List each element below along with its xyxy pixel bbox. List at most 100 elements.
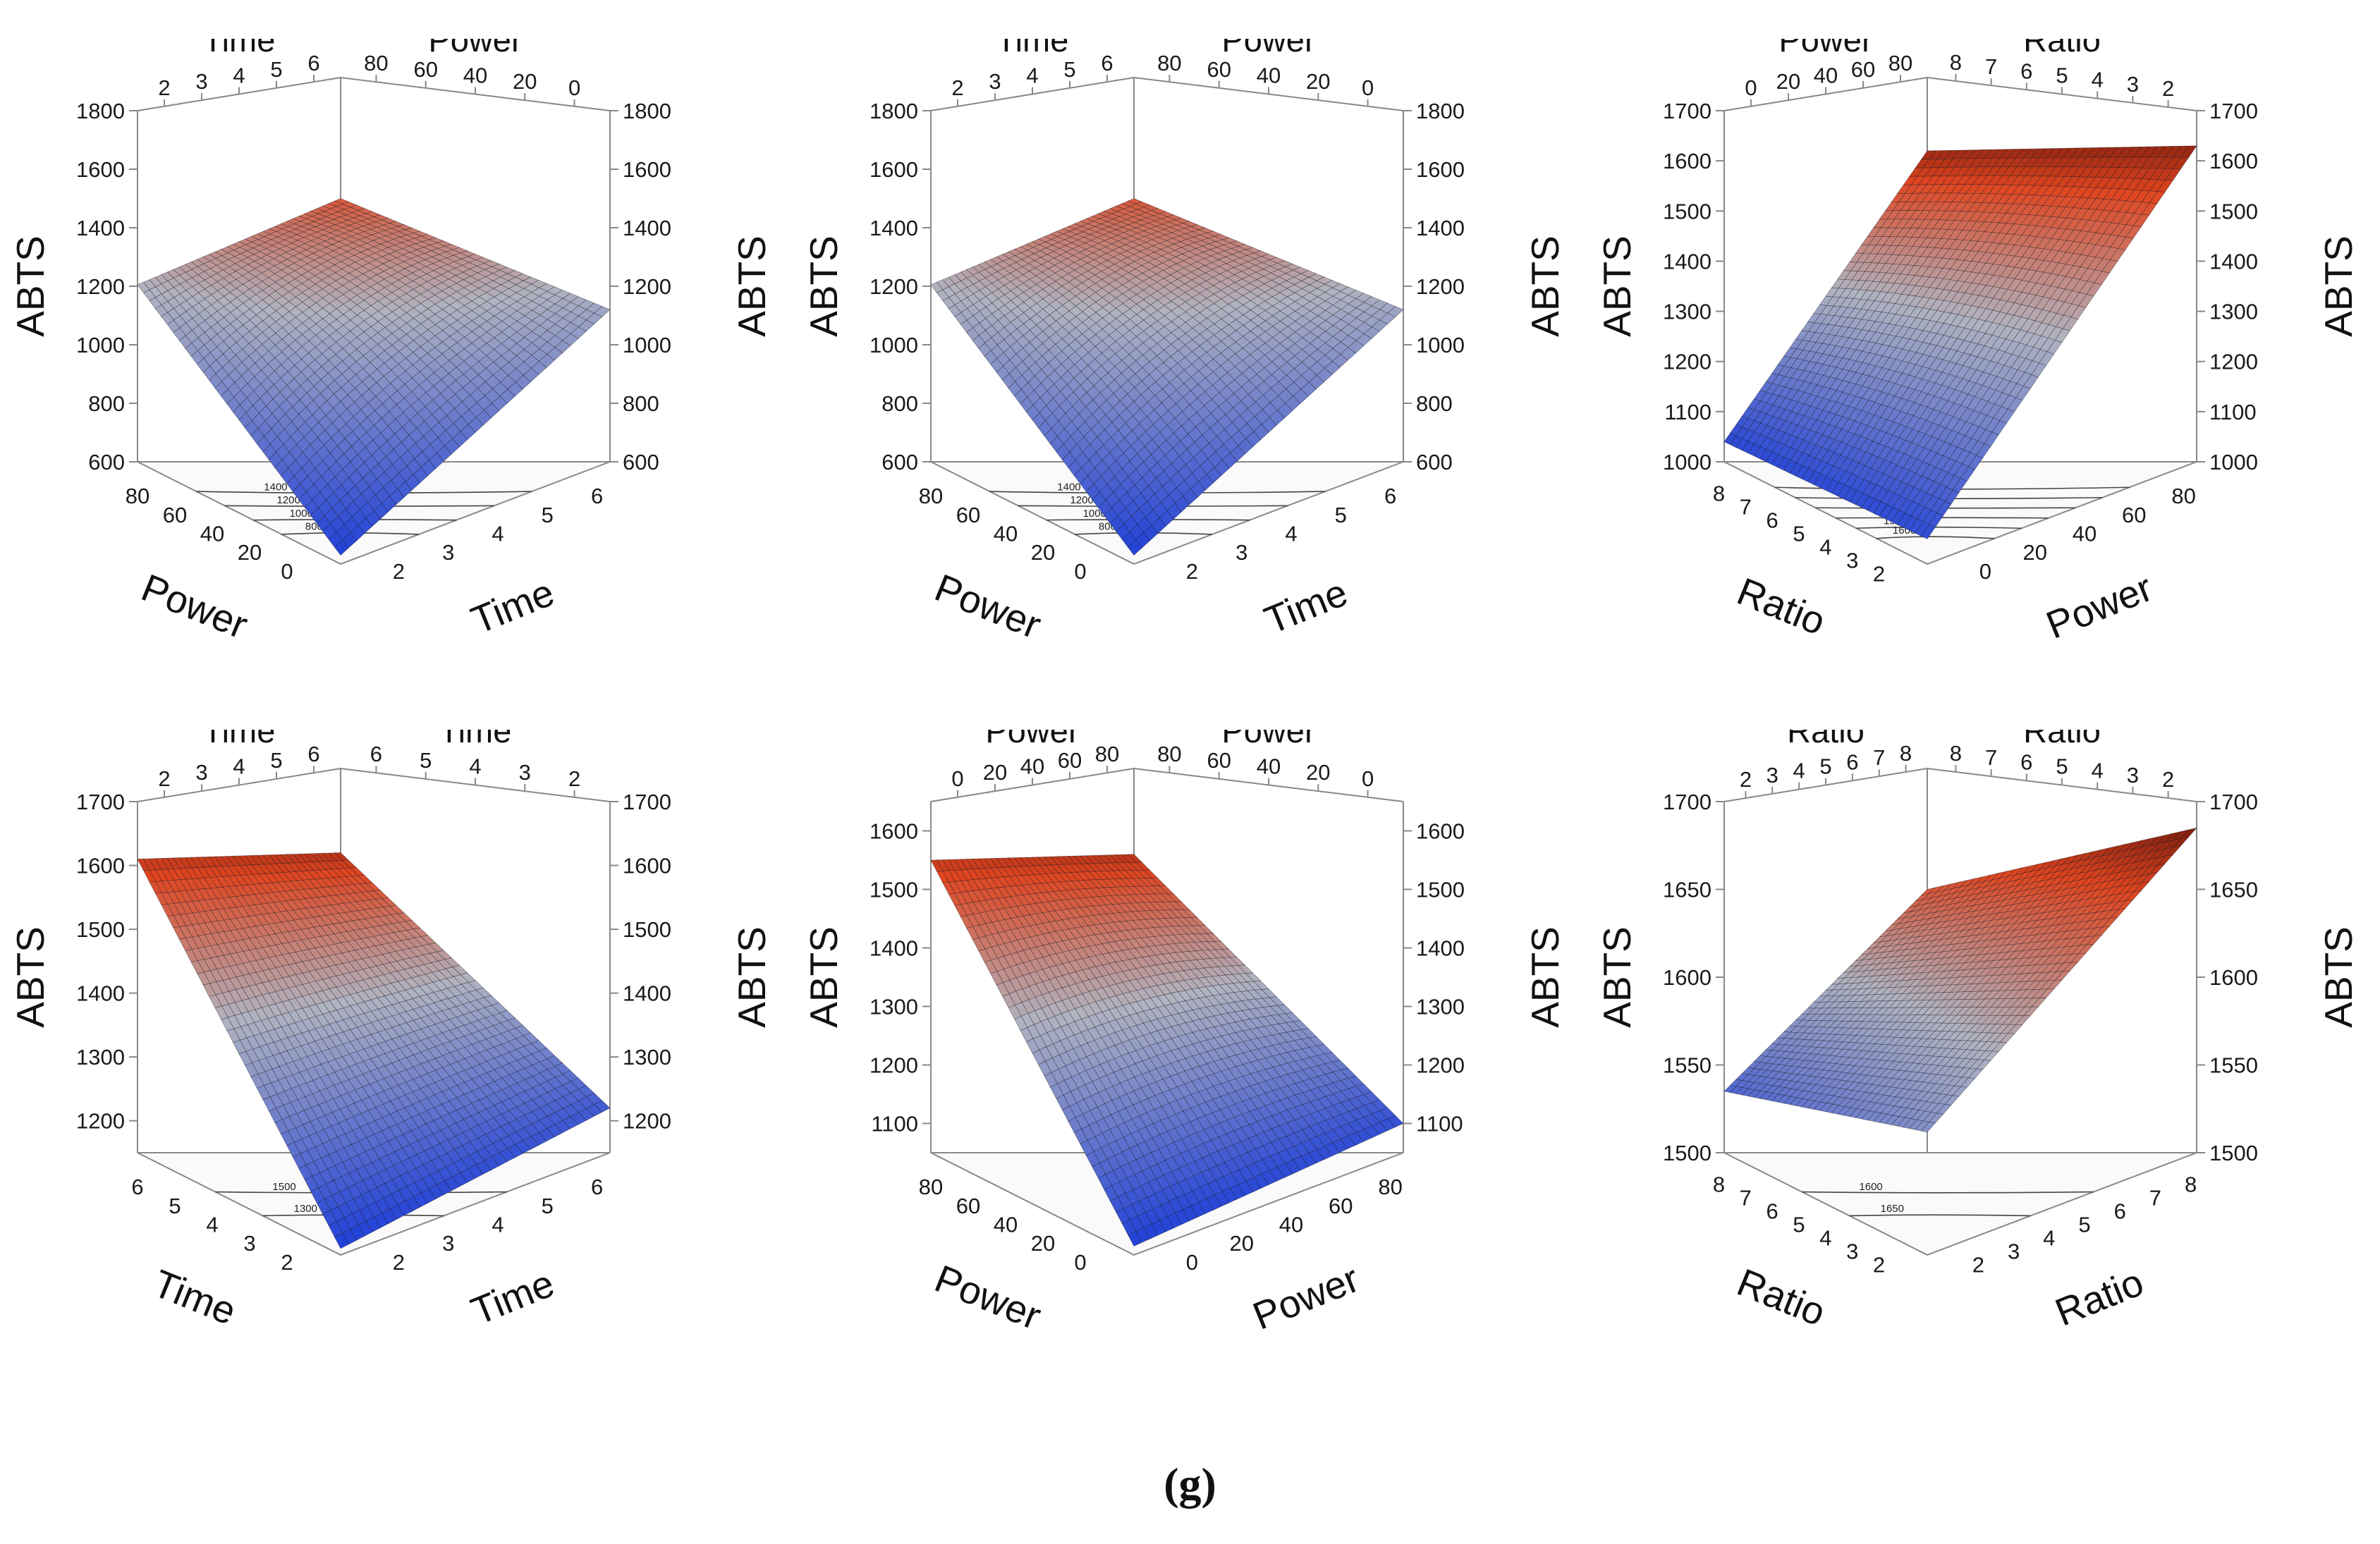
- z-tick-label-left: 1200: [1663, 350, 1711, 374]
- bottom-right-axis-tick-label: 40: [2073, 522, 2097, 546]
- z-axis-label-right: ABTS: [730, 926, 774, 1028]
- surface-cell: [334, 1232, 349, 1249]
- z-tick-label-left: 1600: [869, 157, 918, 182]
- bottom-left-axis-tick-label: 60: [163, 503, 187, 527]
- bottom-left-axis-label: Power: [135, 565, 254, 647]
- z-tick-label-right: 1700: [2209, 99, 2258, 123]
- surface-cell: [1921, 524, 1936, 539]
- z-tick-label-left: 1000: [1663, 450, 1711, 474]
- top-left-axis-tick-label: 5: [270, 57, 282, 82]
- z-tick-label-left: 1700: [76, 790, 125, 814]
- top-left-axis-tick-label: 2: [951, 75, 963, 100]
- z-axis-label-right: ABTS: [2317, 235, 2360, 337]
- top-left-axis-tick-label: 3: [989, 69, 1001, 94]
- top-frame: [137, 76, 611, 111]
- z-tick-label-left: 1200: [869, 274, 918, 299]
- top-right-axis-tick-label: 20: [513, 69, 537, 94]
- z-tick-label-left: 1000: [869, 333, 918, 357]
- z-tick-label-right: 1100: [2209, 400, 2257, 424]
- top-frame: [137, 767, 611, 802]
- contour-line: [1876, 536, 1995, 539]
- z-tick-label-left: 1100: [1664, 400, 1711, 424]
- z-tick-label-left: 1000: [76, 333, 125, 357]
- surface-plot-1: 1400 1200 1000 800 600 600 800 800 1000 1000 1200 1…: [0, 39, 793, 765]
- top-left-axis-tick-label: 4: [233, 754, 245, 779]
- bottom-left-axis-tick-label: 4: [206, 1213, 218, 1237]
- z-tick-label-left: 600: [88, 450, 125, 474]
- top-left-axis-tick-label: 40: [1814, 63, 1838, 88]
- surface-plot-4: 1500 1300 1200 1200 1300 1300 1400 1400 1500 1500…: [0, 730, 793, 1456]
- z-tick-label-right: 1600: [2209, 149, 2258, 173]
- top-left-axis-tick-label: 3: [195, 760, 207, 785]
- surface-svg: 1100120013001400150016001000100011001100…: [1595, 39, 2360, 647]
- bottom-right-axis-label: Time: [465, 1261, 561, 1334]
- z-tick-label-left: 600: [881, 450, 918, 474]
- bottom-right-axis-tick-label: 3: [442, 540, 454, 565]
- z-tick-label-left: 1400: [869, 216, 918, 240]
- bottom-right-axis-label: Time: [465, 570, 561, 643]
- bottom-left-axis-tick-label: 80: [126, 484, 149, 508]
- z-tick-label-right: 1500: [623, 917, 671, 942]
- top-left-axis-tick-label: 80: [1888, 51, 1912, 75]
- contour-label: 1300: [294, 1203, 317, 1215]
- top-right-axis-label: Time: [439, 730, 512, 749]
- top-left-axis-label: Power: [1778, 39, 1872, 59]
- top-left-axis-tick-label: 4: [233, 63, 245, 88]
- z-axis-label-left: ABTS: [8, 235, 52, 337]
- bottom-right-axis-tick-label: 2: [1186, 559, 1198, 584]
- bottom-left-axis-tick-label: 8: [1713, 481, 1725, 506]
- z-tick-label-left: 1600: [76, 854, 125, 878]
- surface-mesh: [137, 852, 611, 1249]
- top-right-axis-tick-label: 0: [1362, 75, 1374, 100]
- surface-cell: [1128, 539, 1142, 556]
- z-tick-label-right: 1400: [1416, 216, 1465, 240]
- bottom-right-axis-tick-label: 2: [393, 559, 405, 584]
- contour-label: 1400: [264, 481, 287, 493]
- z-tick-label-left: 1600: [1663, 149, 1711, 173]
- top-right-axis-tick-label: 80: [1157, 51, 1181, 75]
- z-tick-label-right: 600: [623, 450, 659, 474]
- z-axis-label-left: ABTS: [802, 235, 846, 337]
- top-left-axis-label: Time: [203, 730, 276, 749]
- bottom-right-axis-tick-label: 2: [393, 1250, 405, 1275]
- z-tick-label-right: 1400: [2209, 249, 2258, 274]
- z-tick-label-right: 1300: [2209, 300, 2258, 324]
- surface-mesh: [1723, 145, 2197, 539]
- z-tick-label-left: 1200: [76, 1109, 125, 1134]
- bottom-left-axis-tick-label: 2: [1873, 562, 1885, 587]
- top-right-axis-tick-label: 6: [370, 742, 382, 766]
- top-right-axis-tick-label: 3: [2127, 72, 2139, 97]
- z-tick-label-left: 1800: [76, 99, 125, 123]
- z-tick-label-left: 1800: [869, 99, 918, 123]
- top-right-axis-tick-label: 80: [364, 51, 388, 75]
- z-tick-label-left: 1600: [76, 157, 125, 182]
- surface-mesh: [137, 198, 611, 556]
- bottom-right-axis-tick-label: 60: [2122, 503, 2146, 527]
- z-axis-label-left: ABTS: [8, 926, 52, 1028]
- surface-mesh: [930, 854, 1404, 1246]
- top-right-axis-tick-label: 60: [413, 57, 437, 82]
- z-tick-label-right: 600: [1416, 450, 1453, 474]
- z-tick-label-left: 1500: [1663, 199, 1711, 223]
- bottom-right-axis-tick-label: 5: [1335, 503, 1347, 527]
- bottom-right-axis-tick-label: 3: [442, 1231, 454, 1256]
- contour-label: 1200: [1070, 494, 1093, 506]
- contour-line: [1836, 517, 2049, 519]
- z-tick-label-right: 1300: [623, 1045, 671, 1070]
- bottom-right-axis-tick-label: 5: [542, 503, 554, 527]
- bottom-right-axis-label: Power: [2040, 565, 2159, 647]
- contour-label: 1200: [276, 494, 300, 506]
- top-right-axis-tick-label: 4: [2092, 68, 2104, 92]
- top-left-axis-tick-label: 20: [1776, 69, 1800, 94]
- z-axis-label-right: ABTS: [1523, 235, 1567, 337]
- bottom-left-axis-tick-label: 20: [238, 540, 262, 565]
- bottom-right-axis-tick-label: 0: [1979, 559, 1991, 584]
- bottom-left-axis-tick-label: 6: [1766, 508, 1778, 532]
- top-right-axis-tick-label: 40: [1257, 63, 1281, 88]
- top-left-axis-tick-label: 3: [195, 69, 207, 94]
- bottom-left-axis-label: Ratio: [1731, 569, 1831, 644]
- bottom-left-axis-tick-label: 5: [169, 1194, 181, 1218]
- top-right-axis-label: Power: [428, 39, 522, 59]
